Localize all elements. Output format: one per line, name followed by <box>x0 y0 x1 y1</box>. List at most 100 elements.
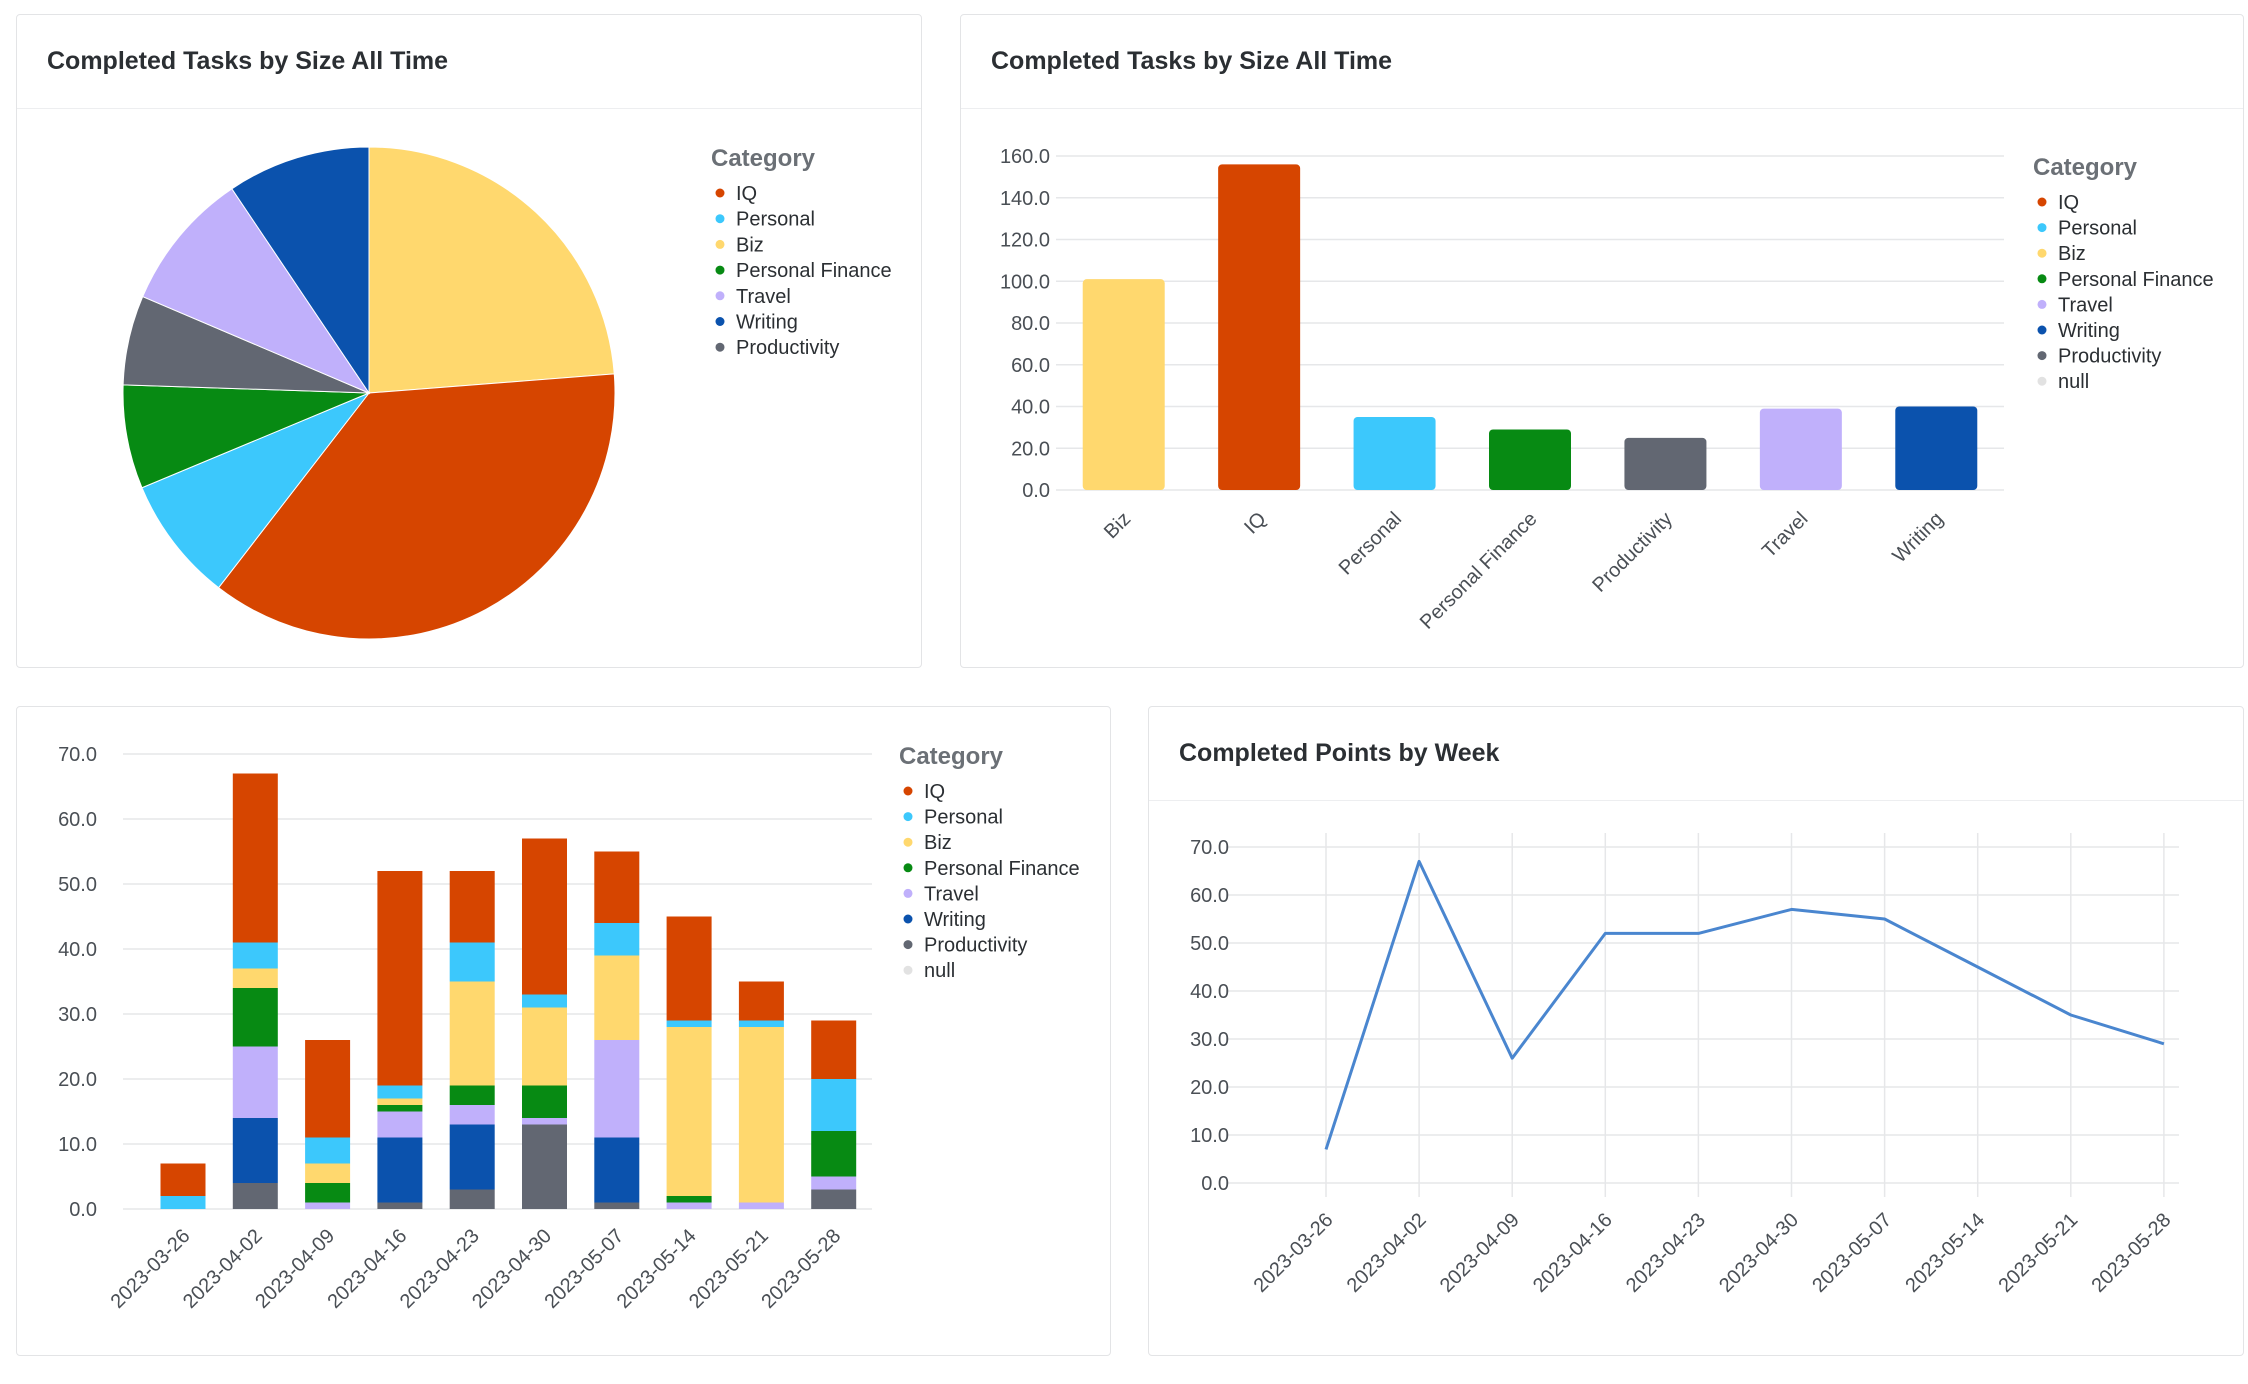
bar-segment-personal <box>377 1085 423 1099</box>
bar-personal-finance <box>1489 429 1571 490</box>
y-tick-label: 40.0 <box>1190 981 1229 1003</box>
bar-segment-travel <box>377 1111 423 1138</box>
card-header: Completed Tasks by Size All Time <box>17 15 921 109</box>
x-tick-label: 2023-05-21 <box>1994 1209 2082 1297</box>
legend-marker-iq <box>2037 197 2047 207</box>
bar-segment-writing <box>594 1137 640 1203</box>
legend-marker-productivity <box>2037 351 2047 361</box>
legend-label-productivity: Productivity <box>736 337 839 359</box>
pie-slice-travel <box>142 188 371 395</box>
bar-segment-personal <box>449 942 495 982</box>
legend-marker-null <box>903 965 913 975</box>
bar-segment-productivity <box>594 1202 640 1209</box>
legend-label-writing: Writing <box>2058 320 2120 342</box>
legend-marker-writing <box>715 317 725 326</box>
line-chart-card: Completed Points by Week 0.0 10.0 20.0 30.0… <box>1148 706 2244 1356</box>
pie-chart-card: Completed Tasks by Size All Time Categor… <box>16 14 922 668</box>
bar-segment-iq <box>811 1020 857 1079</box>
bar-segment-biz <box>522 1007 567 1086</box>
y-tick-label: 100.0 <box>1000 271 1050 293</box>
bar-segment-personal-finance <box>811 1131 857 1177</box>
bar-segment-biz <box>738 1027 784 1203</box>
bar-segment-iq <box>449 871 495 943</box>
bar-segment-travel <box>522 1118 567 1125</box>
legend-label-personal: Personal <box>2058 218 2137 240</box>
x-tick-label: 2023-05-07 <box>1808 1209 1896 1297</box>
legend-label-personal-finance: Personal Finance <box>2058 269 2214 291</box>
bar-segment-writing <box>377 1137 423 1203</box>
series-line <box>1324 859 2165 1150</box>
x-tick-label: 2023-04-30 <box>1715 1209 1803 1297</box>
x-tick-label: Writing <box>1889 508 1948 567</box>
bar-chart-card: Completed Tasks by Size All Time 0.0 20.0… <box>960 14 2244 668</box>
y-tick-label: 60.0 <box>1011 355 1050 377</box>
bar-segment-productivity <box>232 1183 278 1209</box>
bar-segment-iq <box>160 1163 206 1196</box>
legend-label-personal: Personal <box>736 209 815 231</box>
bar-segment-productivity <box>811 1189 857 1209</box>
bar-segment-productivity <box>377 1202 423 1209</box>
legend-marker-productivity <box>715 342 725 352</box>
y-tick-label: 40.0 <box>58 939 97 961</box>
legend-marker-personal <box>2037 223 2047 233</box>
y-tick-label: 20.0 <box>1011 438 1050 460</box>
y-tick-label: 70.0 <box>1190 837 1229 859</box>
y-tick-label: 80.0 <box>1011 313 1050 335</box>
y-tick-label: 160.0 <box>1000 146 1050 168</box>
legend-label-iq: IQ <box>736 183 757 205</box>
bar-segment-productivity <box>449 1189 495 1209</box>
bar-segment-travel <box>594 1040 640 1138</box>
x-tick-label: Biz <box>1100 508 1135 543</box>
legend-label-writing: Writing <box>924 909 986 931</box>
y-tick-label: 70.0 <box>58 744 97 766</box>
pie-slice-iq <box>217 373 616 640</box>
x-tick-label: IQ <box>1240 508 1270 538</box>
pie-slice-writing <box>231 146 370 395</box>
x-tick-label: 2023-03-26 <box>1250 1209 1338 1297</box>
legend-label-null: null <box>924 960 955 982</box>
legend-label-personal-finance: Personal Finance <box>924 858 1080 880</box>
legend-marker-null <box>2037 376 2047 386</box>
bar-segment-iq <box>377 871 423 1086</box>
legend-marker-personal <box>903 812 913 822</box>
y-tick-label: 140.0 <box>1000 188 1050 210</box>
y-tick-label: 60.0 <box>1190 885 1229 907</box>
bar-segment-travel <box>738 1202 784 1209</box>
x-tick-label: 2023-04-09 <box>1436 1209 1524 1297</box>
legend-marker-biz <box>2037 248 2047 258</box>
card-header: Completed Tasks by Size All Time <box>961 15 2243 109</box>
pie-slice-biz <box>368 146 615 394</box>
bar-segment-iq <box>522 838 567 995</box>
y-tick-label: 40.0 <box>1011 397 1050 419</box>
pie-slice-personal-finance <box>122 384 370 489</box>
bar-segment-travel <box>666 1202 712 1209</box>
bar-segment-personal <box>594 923 640 956</box>
y-tick-label: 0.0 <box>1201 1173 1229 1195</box>
bar-segment-travel <box>232 1046 278 1118</box>
bar-segment-iq <box>738 981 784 1021</box>
y-tick-label: 30.0 <box>1190 1029 1229 1051</box>
legend-marker-writing <box>903 914 913 924</box>
legend-marker-travel <box>715 291 725 301</box>
legend-title: Category <box>711 145 816 172</box>
card-header: Completed Points by Week <box>1149 707 2243 801</box>
bar-segment-personal <box>160 1196 206 1209</box>
bar-segment-personal-finance <box>305 1183 351 1203</box>
legend-label-null: null <box>2058 371 2089 393</box>
bar-writing <box>1895 406 1978 490</box>
x-tick-label: Productivity <box>1588 508 1677 597</box>
card-title: Completed Points by Week <box>1179 739 1500 767</box>
y-tick-label: 0.0 <box>69 1199 97 1221</box>
pie-slice-personal <box>141 391 371 589</box>
legend-label-biz: Biz <box>736 234 764 256</box>
bar-segment-biz <box>594 955 640 1040</box>
bar-segment-iq <box>305 1040 351 1138</box>
legend-marker-personal-finance <box>2037 274 2047 284</box>
bar-segment-productivity <box>522 1124 567 1209</box>
bar-personal <box>1353 416 1436 490</box>
y-tick-label: 50.0 <box>58 874 97 896</box>
legend-label-travel: Travel <box>2058 294 2113 316</box>
legend-marker-personal-finance <box>903 863 913 873</box>
bar-segment-writing <box>232 1118 278 1183</box>
legend-marker-iq <box>903 786 913 796</box>
